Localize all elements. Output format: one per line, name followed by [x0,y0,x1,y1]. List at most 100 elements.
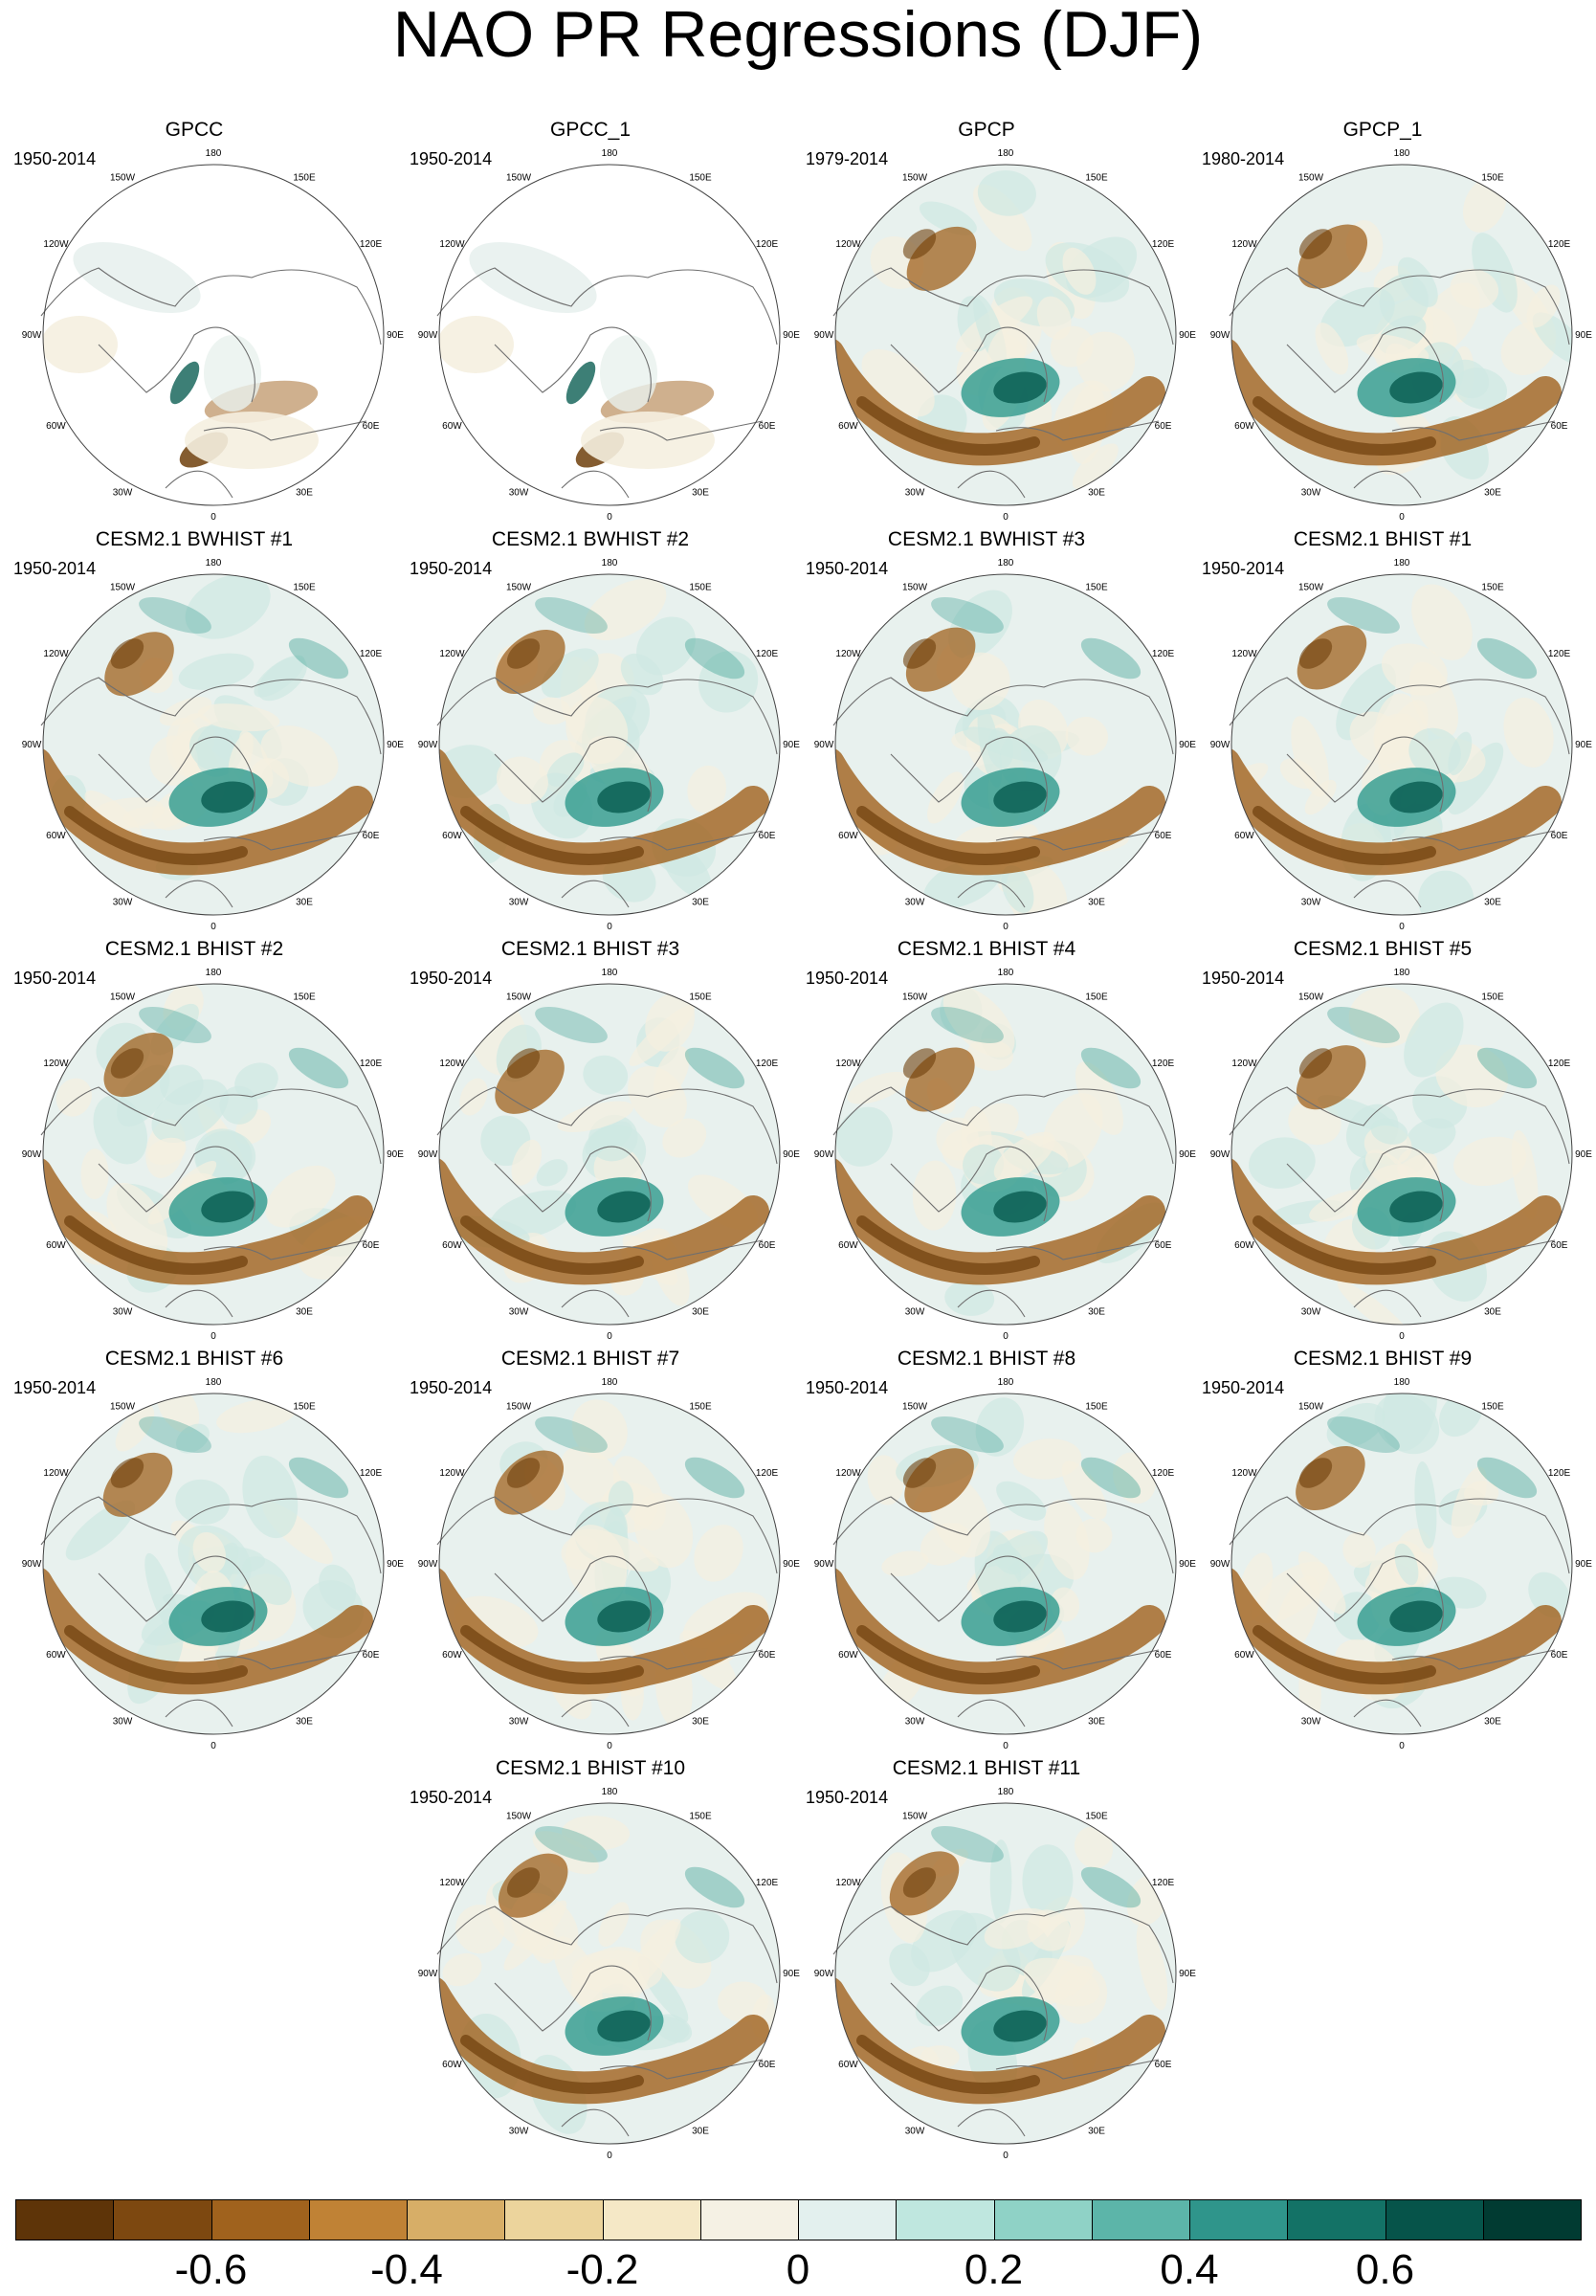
polar-map: 180 150E 120E 90E 60E 30E 0 30W 60W 90W 120W 150W [22,1377,405,1751]
panel-title: CESM2.1 BHIST #6 [104,1348,284,1370]
longitude-label: 90E [783,1149,800,1160]
longitude-label: 120E [1152,1468,1175,1479]
coastlines [1229,677,1570,908]
longitude-label: 90E [783,1559,800,1570]
longitude-label: 150E [689,1811,712,1821]
longitude-label: 120E [1548,1059,1571,1069]
panel-period: 1950-2014 [806,559,889,578]
map-panel: 180 150E 120E 90E 60E 30E 0 30W 60W 90W 120W 150W CE… [404,1348,801,1753]
longitude-label: 30E [1088,1717,1105,1728]
polar-map: 180 150E 120E 90E 60E 30E 0 30W 60W 90W 120W 150W [1210,1377,1593,1751]
longitude-label: 60E [759,831,776,841]
longitude-label: 30E [296,898,313,908]
colorbar-swatch [308,2199,408,2240]
longitude-label: 30W [113,898,133,908]
longitude-label: 30E [296,1717,313,1728]
longitude-label: 30W [905,898,925,908]
map-panel: 180 150E 120E 90E 60E 30E 0 30W 60W 90W 120W 150W CE… [404,938,801,1344]
longitude-label: 120W [439,239,465,250]
longitude-label: 90E [387,1559,404,1570]
coastlines [832,1086,1174,1318]
longitude-label: 120E [756,649,779,659]
colorbar-tick-label: 0 [786,2246,810,2293]
longitude-label: 120W [835,1468,861,1479]
longitude-label: 150W [506,172,532,183]
longitude-label: 60W [1234,1240,1254,1251]
longitude-label: 90W [418,330,438,341]
longitude-label: 30E [1484,1717,1501,1728]
longitude-label: 30W [509,1307,529,1318]
panel-period: 1950-2014 [13,559,97,578]
coastlines [40,677,382,908]
longitude-label: 60E [759,2060,776,2070]
longitude-label: 150E [1481,992,1504,1002]
panel-title: CESM2.1 BHIST #11 [892,1757,1081,1779]
panel-period: 1950-2014 [410,1378,493,1397]
longitude-label: 30W [905,2127,925,2137]
colorbar-swatch [896,2199,995,2240]
polar-map: 180 150E 120E 90E 60E 30E 0 30W 60W 90W 120W 150W [418,148,801,523]
colorbar-swatch [798,2199,898,2240]
longitude-label: 60W [442,1650,462,1661]
longitude-label: 90W [1210,1149,1230,1160]
longitude-label: 120E [756,1878,779,1888]
longitude-label: 60W [46,1650,66,1661]
panel-period: 1950-2014 [1202,969,1285,988]
polar-map: 180 150E 120E 90E 60E 30E 0 30W 60W 90W 120W 150W [814,148,1197,523]
longitude-label: 0 [211,512,216,523]
longitude-label: 0 [1399,512,1405,523]
panel-title: GPCP_1 [1342,119,1423,141]
panel-period: 1950-2014 [410,559,493,578]
longitude-label: 180 [998,968,1014,978]
longitude-label: 180 [602,1377,618,1388]
longitude-label: 180 [602,968,618,978]
longitude-label: 90W [22,1559,42,1570]
longitude-label: 60E [1155,2060,1172,2070]
coastlines [436,677,778,908]
longitude-label: 30E [692,2127,709,2137]
longitude-label: 150E [1085,992,1108,1002]
longitude-label: 120E [360,649,383,659]
panel-title: CESM2.1 BHIST #3 [500,938,680,960]
longitude-label: 60W [46,831,66,841]
colorbar-tick-label: 0.6 [1355,2246,1415,2293]
longitude-label: 180 [1394,148,1410,159]
longitude-label: 120E [1548,239,1571,250]
longitude-label: 150E [1481,1401,1504,1412]
longitude-label: 150E [293,1401,316,1412]
longitude-label: 30E [1484,488,1501,499]
colorbar-swatch [993,2199,1093,2240]
longitude-label: 60E [1551,831,1568,841]
longitude-label: 0 [211,922,216,932]
longitude-label: 60W [838,831,858,841]
coastlines [436,1906,778,2137]
longitude-label: 120W [835,1059,861,1069]
longitude-label: 30E [1484,1307,1501,1318]
longitude-label: 120W [439,1059,465,1069]
panel-title: CESM2.1 BWHIST #1 [95,528,294,550]
longitude-label: 90W [22,330,42,341]
longitude-label: 0 [607,1331,612,1342]
longitude-label: 60W [1234,1650,1254,1661]
map-panel: 180 150E 120E 90E 60E 30E 0 30W 60W 90W 120W 150W CE… [800,1757,1197,2163]
panel-title: CESM2.1 BHIST #10 [495,1757,686,1779]
colorbar-swatch [699,2199,799,2240]
longitude-label: 120E [360,1468,383,1479]
longitude-label: 180 [602,558,618,568]
coastlines [1229,1086,1570,1318]
longitude-label: 0 [1399,1331,1405,1342]
longitude-label: 150W [506,1811,532,1821]
longitude-label: 90E [1179,330,1196,341]
longitude-label: 90W [814,740,834,750]
panel-period: 1950-2014 [13,149,97,168]
colorbar-tick-label: -0.6 [174,2246,248,2293]
longitude-label: 0 [1003,512,1009,523]
panel-title: GPCC [165,119,224,141]
panel-title: GPCP [958,119,1015,141]
longitude-label: 90E [1575,1149,1592,1160]
panel-title: CESM2.1 BHIST #1 [1293,528,1473,550]
longitude-label: 120E [1152,1878,1175,1888]
map-panel: 180 150E 120E 90E 60E 30E 0 30W 60W 90W 120W 150W CE… [800,528,1197,934]
longitude-label: 120W [439,649,465,659]
longitude-label: 90W [418,1149,438,1160]
